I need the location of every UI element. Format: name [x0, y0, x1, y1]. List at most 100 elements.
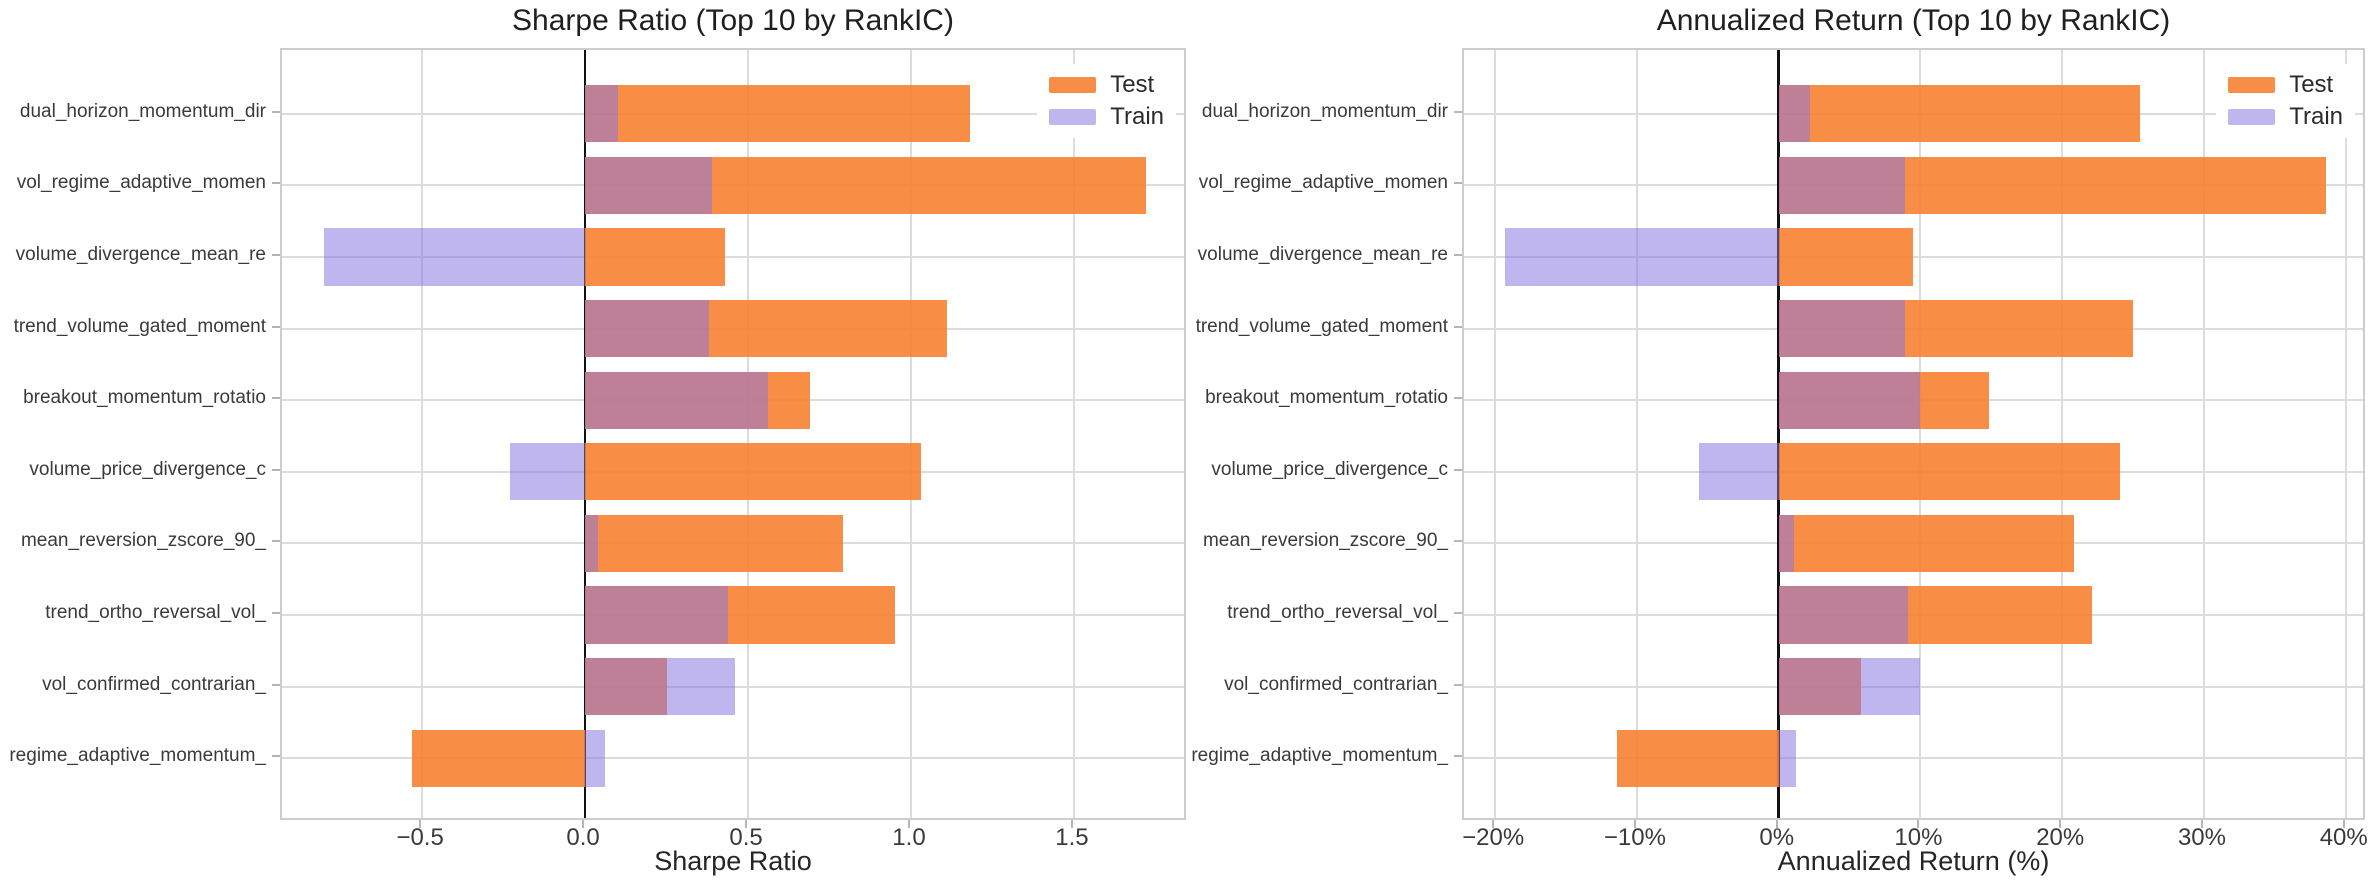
y-axis-label: vol_regime_adaptive_momen: [1198, 172, 1448, 194]
train-bar: [1778, 729, 1796, 787]
x-tick-mark: [419, 820, 422, 828]
test-bar: [412, 729, 586, 787]
y-tick-mark: [272, 468, 280, 471]
test-bar: [585, 228, 726, 286]
test-bar: [585, 156, 1146, 214]
legend: Test Train: [2216, 64, 2355, 138]
gridline-horizontal: [1464, 327, 2363, 330]
train-bar: [510, 443, 586, 501]
y-axis-label: volume_divergence_mean_re: [1197, 243, 1448, 265]
y-axis-label: trend_ortho_reversal_vol_: [45, 602, 266, 624]
gridline-vertical: [1777, 50, 1780, 818]
train-bar: [585, 729, 605, 787]
test-bar: [585, 443, 921, 501]
gridline-horizontal: [282, 112, 1184, 115]
y-tick-mark: [272, 397, 280, 400]
test-bar: [1617, 729, 1779, 787]
train-bar: [585, 85, 618, 143]
x-tick-label: 0%: [1759, 824, 1795, 851]
test-legend-swatch: [1049, 77, 1097, 93]
gridline-horizontal: [282, 399, 1184, 402]
gridline-horizontal: [282, 614, 1184, 617]
test-bar: [1778, 156, 2326, 214]
gridline-vertical: [2202, 50, 2205, 818]
y-axis-label: volume_price_divergence_c: [29, 458, 266, 480]
test-legend-swatch: [2228, 77, 2276, 93]
gridline-horizontal: [282, 757, 1184, 760]
y-tick-mark: [272, 253, 280, 256]
gridline-horizontal: [1464, 470, 2363, 473]
train-bar: [585, 658, 735, 716]
test-bar: [585, 299, 947, 358]
test-bar: [1778, 443, 2121, 501]
y-axis-label: mean_reversion_zscore_90_: [20, 530, 266, 552]
gridline-horizontal: [1464, 542, 2363, 545]
test-bar: [585, 586, 895, 644]
y-tick-mark: [1454, 540, 1462, 543]
gridline-horizontal: [1464, 255, 2363, 258]
train-bar: [1778, 299, 1905, 358]
x-tick-label: −20%: [1462, 824, 1525, 851]
train-bar: [1778, 85, 1810, 143]
y-tick-mark: [1454, 253, 1462, 256]
gridline-vertical: [584, 50, 587, 818]
x-tick-mark: [745, 820, 748, 828]
test-bar: [585, 371, 810, 429]
test-bar: [1778, 514, 2074, 573]
train-bar: [585, 586, 729, 644]
y-axis-label: breakout_momentum_rotatio: [1205, 387, 1448, 409]
train-bar: [1699, 443, 1779, 501]
x-tick-mark: [1633, 820, 1636, 828]
x-tick-label: 1.0: [892, 824, 926, 851]
x-tick-mark: [1492, 820, 1495, 828]
test-bar: [1778, 371, 1989, 429]
legend-row-train: Train: [1049, 103, 1164, 130]
gridline-vertical: [2344, 50, 2347, 818]
x-tick-mark: [2342, 820, 2345, 828]
train-bar: [1778, 658, 1921, 716]
y-tick-mark: [272, 110, 280, 113]
gridline-horizontal: [1464, 757, 2363, 760]
y-axis-label: regime_adaptive_momentum_: [9, 745, 266, 767]
y-axis-label: trend_volume_gated_moment: [13, 315, 266, 337]
legend: Test Train: [1037, 64, 1176, 138]
y-tick-mark: [1454, 397, 1462, 400]
train-bar: [1778, 586, 1908, 644]
train-bar: [585, 514, 599, 573]
x-tick-mark: [1070, 820, 1073, 828]
chart-title: Sharpe Ratio (Top 10 by RankIC): [512, 4, 954, 37]
x-tick-mark: [582, 820, 585, 828]
x-axis-title: Sharpe Ratio: [654, 846, 812, 876]
train-bar: [585, 299, 709, 358]
y-tick-mark: [272, 540, 280, 543]
gridline-horizontal: [1464, 184, 2363, 187]
legend-row-test: Test: [2228, 71, 2343, 98]
y-axis-label: dual_horizon_momentum_dir: [19, 100, 266, 122]
train-legend-swatch: [2228, 109, 2276, 125]
gridline-horizontal: [282, 255, 1184, 258]
test-bar: [1778, 658, 1861, 716]
x-tick-label: 10%: [1894, 824, 1943, 851]
plot-area: Test Train: [280, 48, 1186, 820]
train-legend-label: Train: [1110, 103, 1164, 130]
y-axis-label: regime_adaptive_momentum_: [1191, 745, 1448, 767]
y-tick-mark: [272, 683, 280, 686]
x-tick-mark: [1917, 820, 1920, 828]
train-bar: [1778, 514, 1795, 573]
x-tick-label: 20%: [2036, 824, 2085, 851]
x-tick-mark: [2200, 820, 2203, 828]
train-legend-swatch: [1049, 109, 1097, 125]
y-axis-label: mean_reversion_zscore_90_: [1202, 530, 1448, 552]
gridline-horizontal: [1464, 614, 2363, 617]
legend-row-test: Test: [1049, 71, 1164, 98]
y-tick-mark: [272, 612, 280, 615]
x-tick-label: 40%: [2319, 824, 2368, 851]
gridline-vertical: [909, 50, 912, 818]
x-axis-title: Annualized Return (%): [1777, 846, 2050, 876]
test-legend-label: Test: [2289, 71, 2334, 98]
test-bar: [1778, 85, 2141, 143]
x-tick-label: 0.0: [566, 824, 600, 851]
